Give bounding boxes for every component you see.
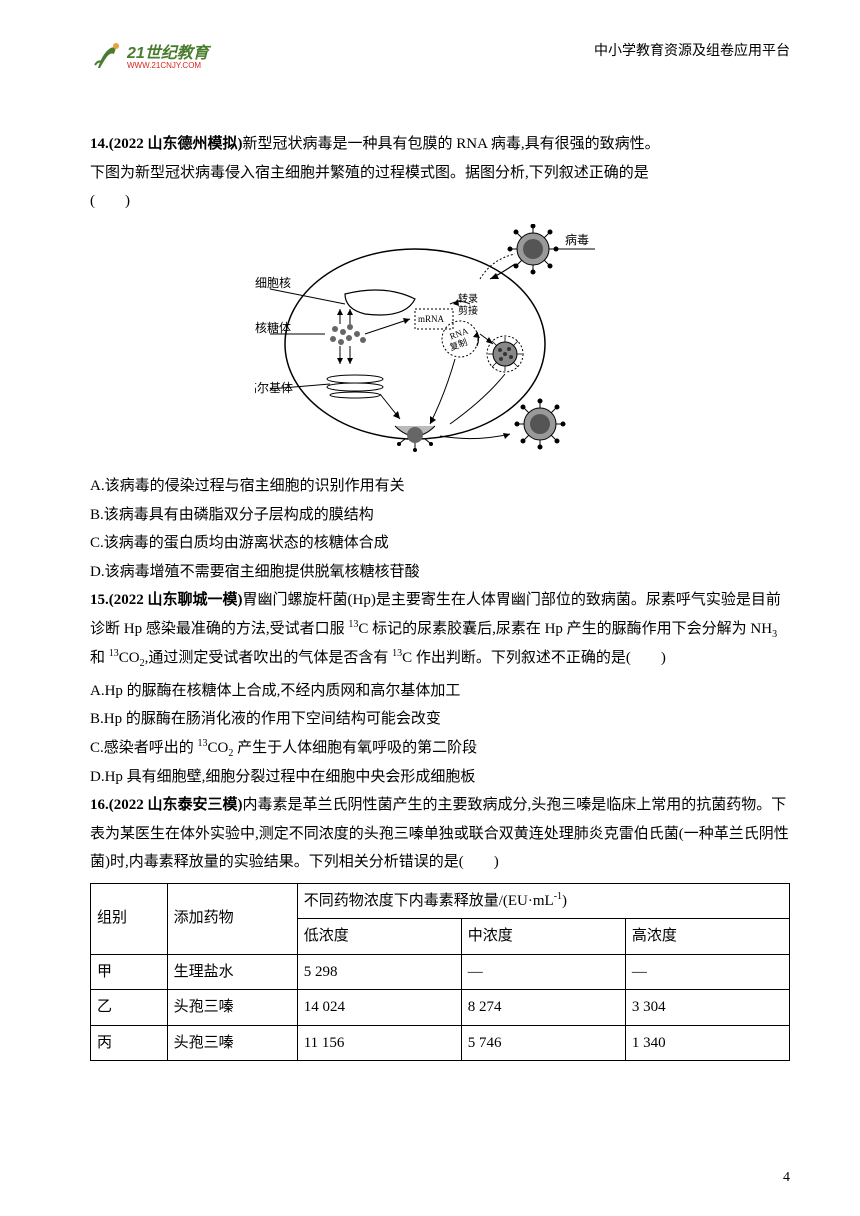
q15-optB: B.Hp 的脲酶在肠消化液的作用下空间结构可能会改变 [90,705,790,734]
question-14: 14.(2022 山东德州模拟)新型冠状病毒是一种具有包膜的 RNA 病毒,具有… [90,130,790,216]
header-right-text: 中小学教育资源及组卷应用平台 [594,40,790,60]
q14-stem2: 下图为新型冠状病毒侵入宿主细胞并繁殖的过程模式图。据图分析,下列叙述正确的是 [90,159,790,188]
label-ribosome: 核糖体 [255,320,291,335]
logo-text: 21世纪教育 WWW.21CNJY.COM [127,46,209,70]
q15-number: 15. [90,592,109,608]
table-row: 乙 头孢三嗪 14 024 8 274 3 304 [91,990,790,1026]
label-golgi: 高尔基体 [255,380,293,395]
label-splice: 剪接 [458,304,478,317]
label-mrna: mRNA [418,314,445,324]
logo: 21世纪教育 WWW.21CNJY.COM [90,40,209,75]
diagram-container: 病毒 细胞核 mRNA 转录 剪接 RNA 复制 [90,224,790,465]
q14-optC: C.该病毒的蛋白质均由游离状态的核糖体合成 [90,529,790,558]
col-drug: 添加药物 [167,883,297,954]
logo-icon [90,40,125,75]
q15-optC: C.感染者呼出的 13CO2 产生于人体细胞有氧呼吸的第二阶段 [90,734,790,763]
table-row: 丙 头孢三嗪 11 156 5 746 1 340 [91,1025,790,1061]
q14-optA: A.该病毒的侵染过程与宿主细胞的识别作用有关 [90,472,790,501]
col-group: 组别 [91,883,168,954]
q14-stem1: 新型冠状病毒是一种具有包膜的 RNA 病毒,具有很强的致病性。 [243,136,660,152]
logo-sub-text: WWW.21CNJY.COM [127,62,209,70]
col-low: 低浓度 [297,919,461,955]
virus-cell-diagram: 病毒 细胞核 mRNA 转录 剪接 RNA 复制 [255,224,625,454]
label-virus: 病毒 [565,232,589,247]
q16-source: (2022 山东泰安三模) [109,797,243,813]
q14-number: 14. [90,136,109,152]
page-header: 21世纪教育 WWW.21CNJY.COM 中小学教育资源及组卷应用平台 [90,40,790,100]
q14-optD: D.该病毒增殖不需要宿主细胞提供脱氧核糖核苷酸 [90,558,790,587]
label-transcribe: 转录 [458,292,478,305]
col-mid: 中浓度 [461,919,625,955]
q14-stem3: ( ) [90,187,790,216]
q15-source: (2022 山东聊城一模) [109,592,243,608]
question-15: 15.(2022 山东聊城一模)胃幽门螺旋杆菌(Hp)是主要寄生在人体胃幽门部位… [90,586,790,673]
table-header-row-1: 组别 添加药物 不同药物浓度下内毒素释放量/(EU·mL-1) [91,883,790,919]
q15-optA: A.Hp 的脲酶在核糖体上合成,不经内质网和高尔基体加工 [90,677,790,706]
question-16: 16.(2022 山东泰安三模)内毒素是革兰氏阴性菌产生的主要致病成分,头孢三嗪… [90,791,790,877]
logo-main-text: 21世纪教育 [127,46,209,62]
q15-optD: D.Hp 具有细胞壁,细胞分裂过程中在细胞中央会形成细胞板 [90,763,790,792]
col-high: 高浓度 [625,919,789,955]
col-release: 不同药物浓度下内毒素释放量/(EU·mL-1) [297,883,789,919]
q16-number: 16. [90,797,109,813]
content-area: 14.(2022 山东德州模拟)新型冠状病毒是一种具有包膜的 RNA 病毒,具有… [90,130,790,1061]
q14-optB: B.该病毒具有由磷脂双分子层构成的膜结构 [90,501,790,530]
data-table: 组别 添加药物 不同药物浓度下内毒素释放量/(EU·mL-1) 低浓度 中浓度 … [90,883,790,1062]
label-nucleus: 细胞核 [255,276,291,290]
page-number: 4 [783,1170,790,1186]
q14-source: (2022 山东德州模拟) [109,136,243,152]
table-row: 甲 生理盐水 5 298 — — [91,954,790,990]
